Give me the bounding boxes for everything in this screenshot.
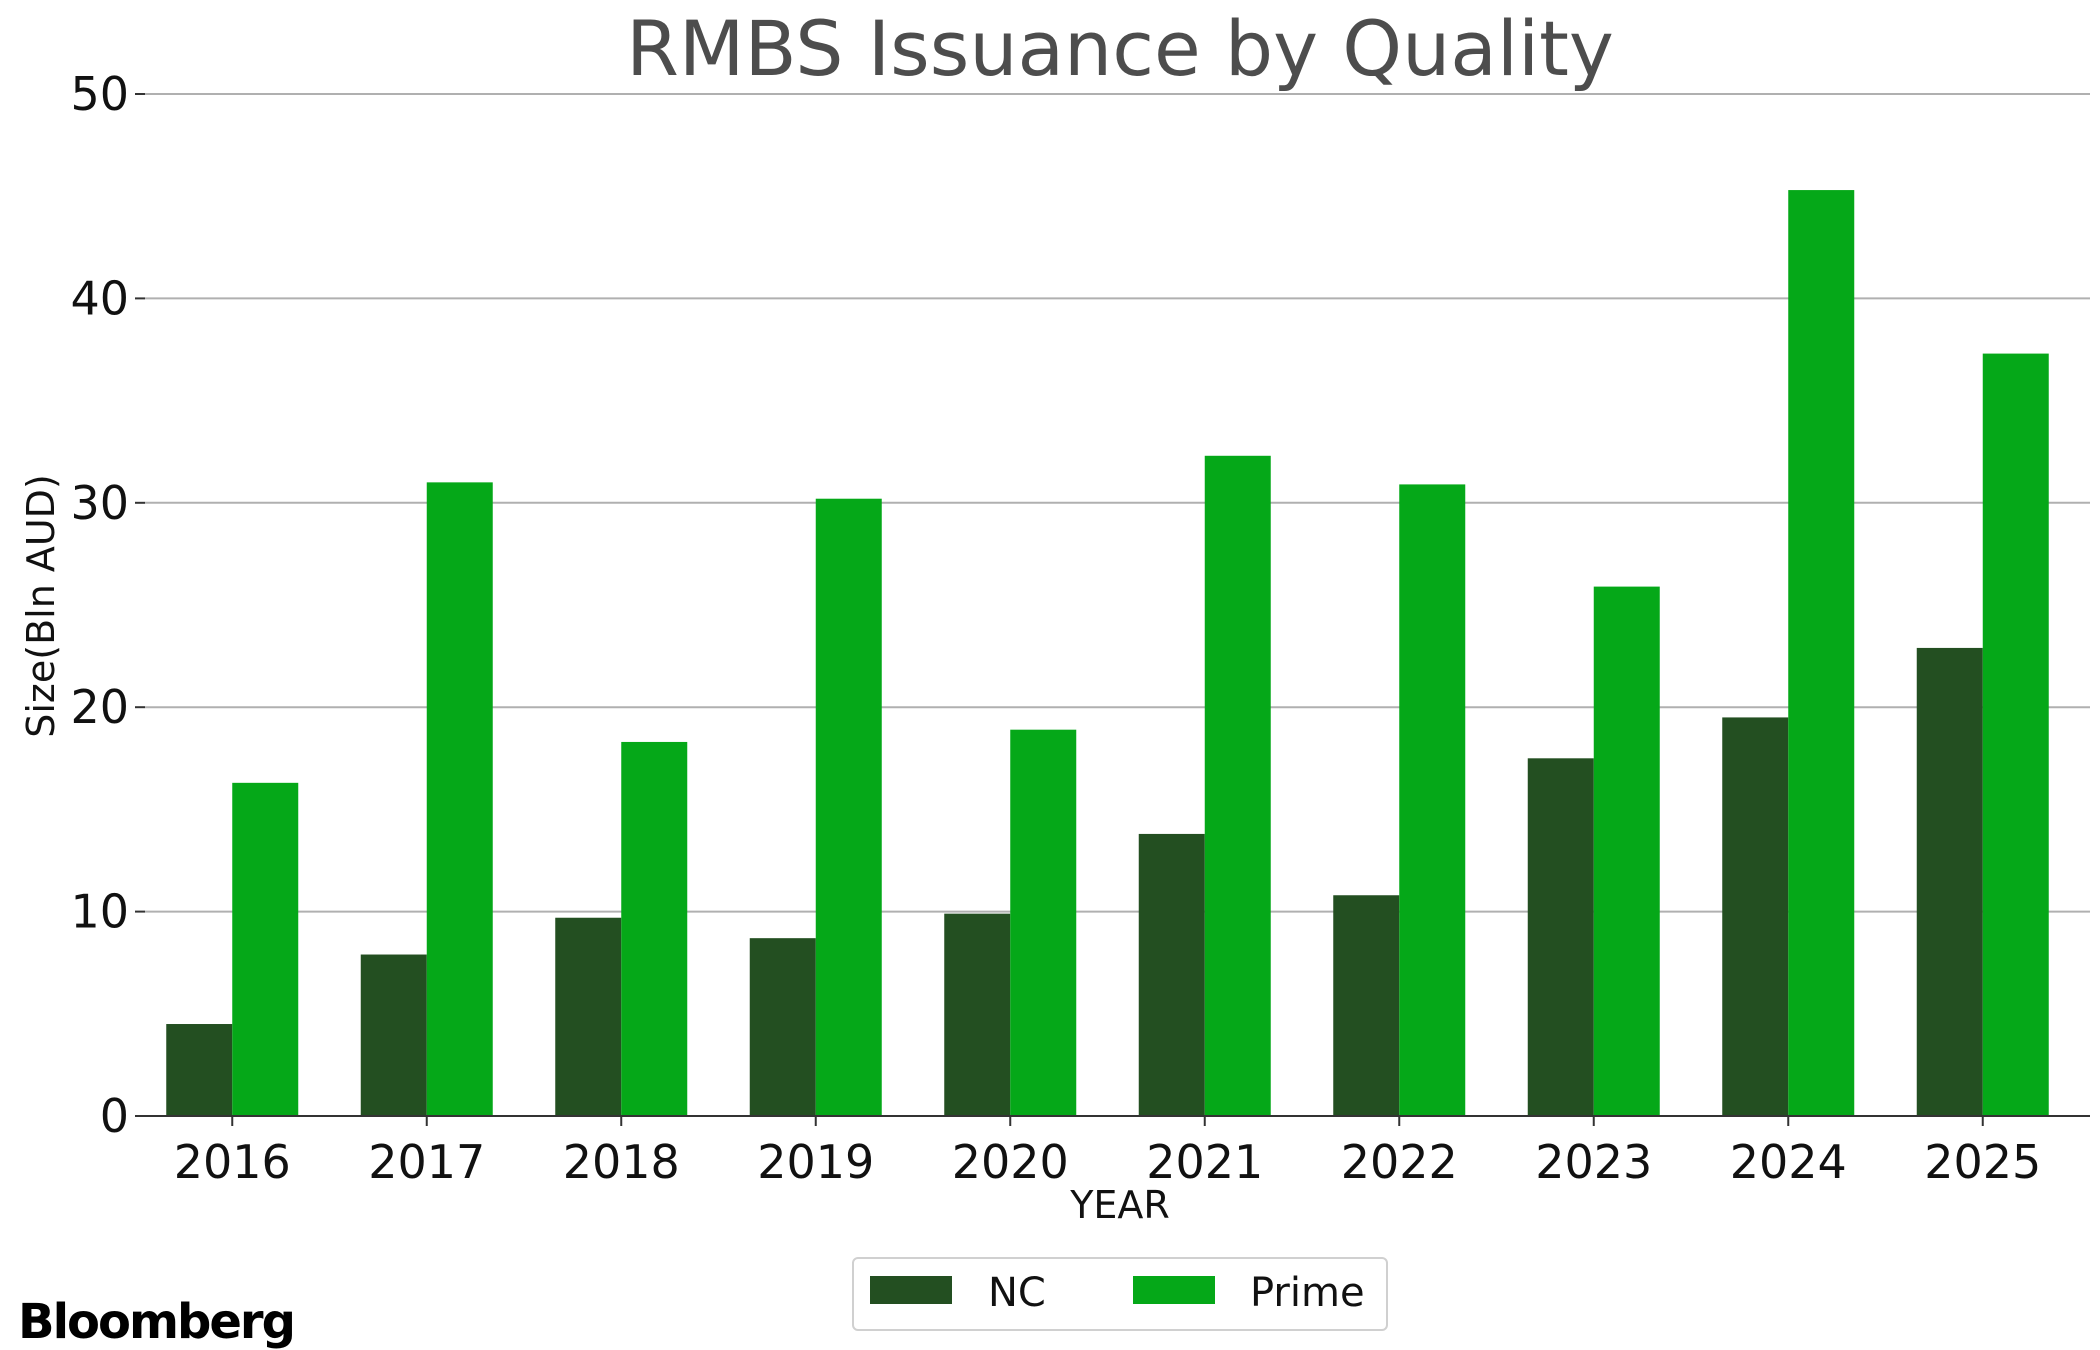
x-tick-label: 2019 <box>757 1135 874 1189</box>
x-tick-label: 2025 <box>1924 1135 2041 1189</box>
bar-nc-2020 <box>944 913 1011 1116</box>
legend-swatch-nc <box>870 1276 952 1304</box>
legend: NC Prime <box>852 1257 1388 1331</box>
bar-nc-2018 <box>555 917 622 1116</box>
y-tick-label: 0 <box>100 1089 129 1143</box>
x-tick-label: 2017 <box>368 1135 485 1189</box>
x-tick-label: 2018 <box>563 1135 680 1189</box>
bar-prime-2016 <box>232 782 299 1116</box>
bar-prime-2024 <box>1788 190 1855 1116</box>
x-tick-label: 2020 <box>952 1135 1069 1189</box>
legend-swatch-prime <box>1133 1276 1215 1304</box>
legend-label-nc: NC <box>988 1270 1046 1316</box>
bar-prime-2017 <box>426 482 493 1116</box>
bar-prime-2025 <box>1982 353 2049 1116</box>
bar-prime-2021 <box>1204 455 1271 1117</box>
bar-nc-2017 <box>360 954 427 1116</box>
bar-nc-2019 <box>749 938 816 1116</box>
legend-frame <box>852 1257 1388 1331</box>
bar-prime-2020 <box>1010 729 1077 1116</box>
y-tick-label: 30 <box>70 476 129 530</box>
x-tick-label: 2022 <box>1341 1135 1458 1189</box>
x-axis-label: YEAR <box>1069 1183 1170 1227</box>
y-tick-label: 50 <box>70 67 129 121</box>
bar-nc-2021 <box>1138 833 1205 1116</box>
bar-nc-2024 <box>1722 717 1789 1116</box>
bars <box>166 190 2049 1117</box>
bloomberg-logo: Bloomberg <box>18 1294 294 1350</box>
axes: 0 10 20 30 40 50 2016 2017 2018 2019 2020 2021 2022 2… <box>70 67 2090 1189</box>
x-tick-label: 2024 <box>1730 1135 1847 1189</box>
x-tick-label: 2023 <box>1535 1135 1652 1189</box>
bar-nc-2022 <box>1333 895 1400 1116</box>
bar-nc-2023 <box>1527 758 1594 1116</box>
y-axis-label: Size(Bln AUD) <box>19 474 63 738</box>
bar-prime-2018 <box>621 741 688 1116</box>
y-tick-label: 10 <box>70 885 129 939</box>
bar-prime-2023 <box>1593 586 1660 1116</box>
bar-prime-2019 <box>815 498 882 1116</box>
x-tick-label: 2016 <box>174 1135 291 1189</box>
legend-label-prime: Prime <box>1250 1270 1365 1316</box>
bar-nc-2025 <box>1916 647 1983 1116</box>
x-tick-label: 2021 <box>1146 1135 1263 1189</box>
bar-prime-2022 <box>1399 484 1466 1116</box>
y-tick-label: 20 <box>70 680 129 734</box>
chart-title: RMBS Issuance by Quality <box>626 4 1614 93</box>
bar-nc-2016 <box>166 1024 233 1116</box>
y-tick-label: 40 <box>70 271 129 325</box>
